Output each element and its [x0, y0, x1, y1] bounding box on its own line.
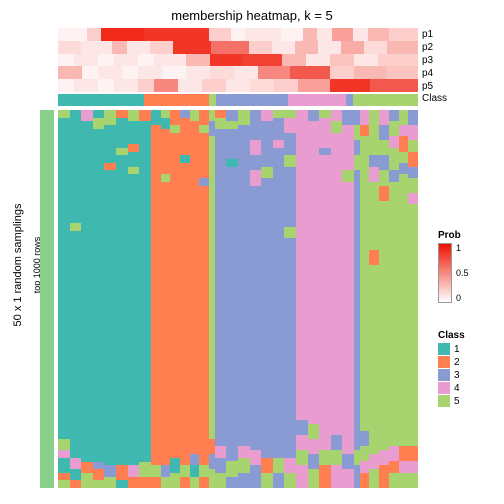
legend-class-items: 12345 [438, 343, 465, 407]
main-heatmap [58, 110, 418, 488]
prob-gradient-ticks: 10.50 [456, 243, 469, 303]
legend-prob-title: Prob [438, 230, 461, 241]
legend-class: Class 12345 [438, 330, 465, 408]
prob-gradient [438, 243, 452, 303]
probability-heatmap [58, 28, 418, 92]
class-annotation-row [58, 94, 418, 106]
left-annotation-strip [40, 110, 54, 488]
legend-prob: Prob 10.50 [438, 230, 461, 303]
chart-title: membership heatmap, k = 5 [0, 8, 504, 23]
ylabel-outer: 50 x 1 random samplings [12, 110, 24, 420]
legend-class-title: Class [438, 330, 465, 341]
